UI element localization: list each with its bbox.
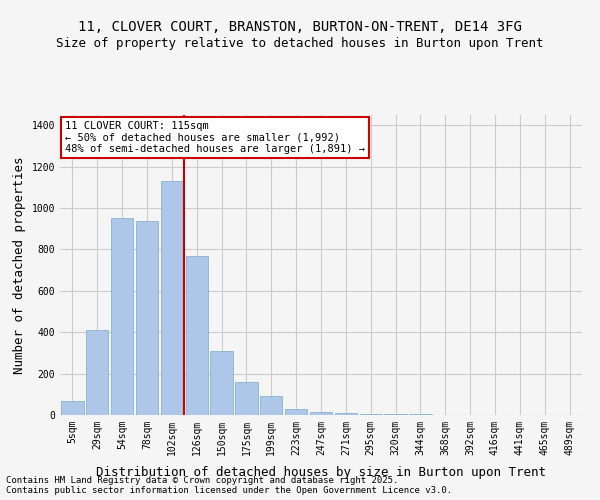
Bar bbox=[385, 414, 407, 415]
Bar bbox=[111, 218, 133, 415]
Bar bbox=[211, 351, 233, 415]
Bar bbox=[161, 181, 183, 415]
Bar bbox=[260, 396, 283, 415]
Bar bbox=[359, 414, 382, 415]
Y-axis label: Number of detached properties: Number of detached properties bbox=[13, 156, 26, 374]
Text: Contains public sector information licensed under the Open Government Licence v3: Contains public sector information licen… bbox=[6, 486, 452, 495]
Bar bbox=[285, 409, 307, 415]
Text: Contains HM Land Registry data © Crown copyright and database right 2025.: Contains HM Land Registry data © Crown c… bbox=[6, 476, 398, 485]
Bar bbox=[235, 382, 257, 415]
Bar bbox=[335, 414, 357, 415]
Bar bbox=[86, 330, 109, 415]
Bar bbox=[136, 220, 158, 415]
Text: 11, CLOVER COURT, BRANSTON, BURTON-ON-TRENT, DE14 3FG: 11, CLOVER COURT, BRANSTON, BURTON-ON-TR… bbox=[78, 20, 522, 34]
Bar bbox=[409, 414, 431, 415]
Bar bbox=[185, 256, 208, 415]
Bar bbox=[61, 400, 83, 415]
Bar bbox=[310, 412, 332, 415]
X-axis label: Distribution of detached houses by size in Burton upon Trent: Distribution of detached houses by size … bbox=[96, 466, 546, 479]
Text: Size of property relative to detached houses in Burton upon Trent: Size of property relative to detached ho… bbox=[56, 38, 544, 51]
Text: 11 CLOVER COURT: 115sqm
← 50% of detached houses are smaller (1,992)
48% of semi: 11 CLOVER COURT: 115sqm ← 50% of detache… bbox=[65, 121, 365, 154]
